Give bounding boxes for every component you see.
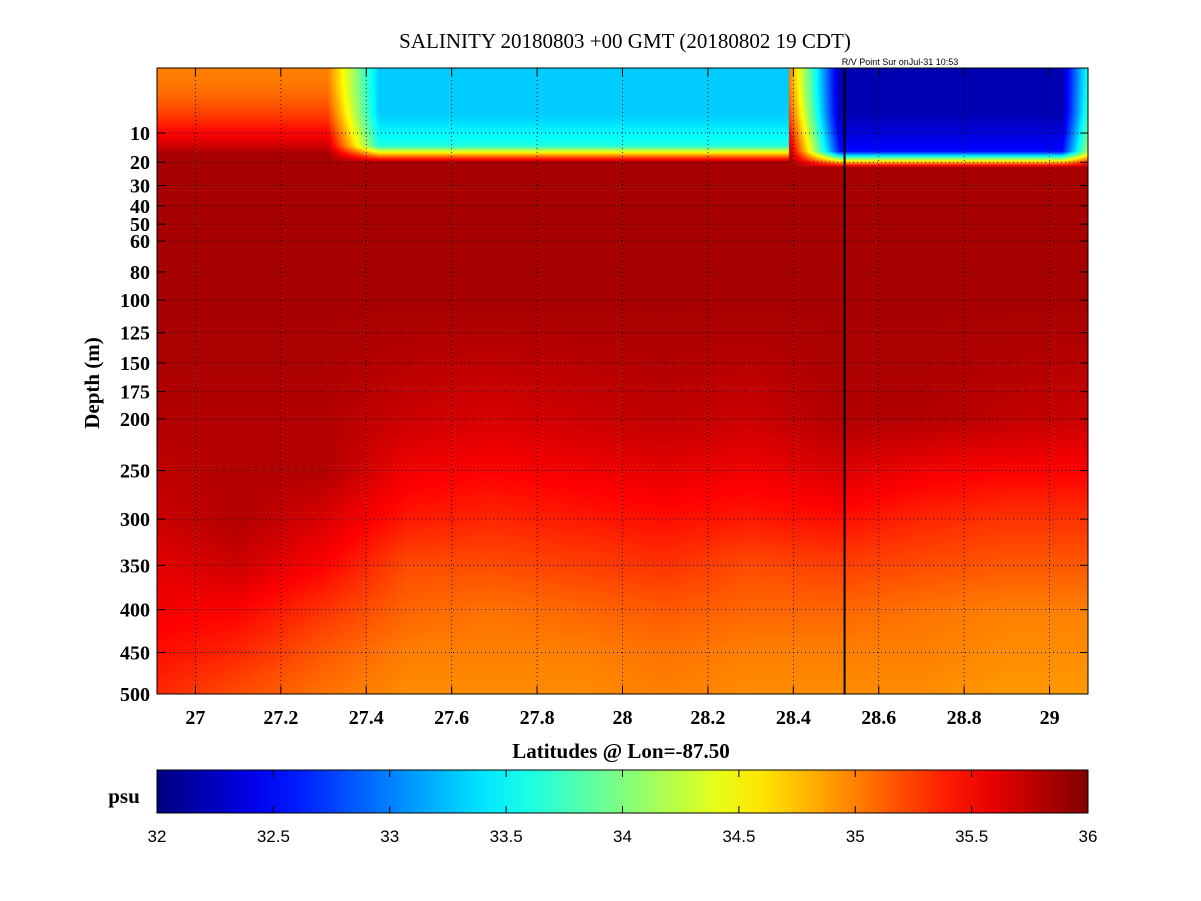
- colorbar-label: psu: [108, 784, 140, 808]
- colorbar-tick-label: 34: [613, 827, 632, 846]
- y-tick-label: 30: [130, 176, 150, 198]
- x-axis-ticks: 27 27.2 27.4 27.6 27.8 28 28.2 28.4 28.6 28.8 29: [185, 68, 1060, 729]
- colorbar-tick-label: 32.5: [257, 827, 290, 846]
- x-tick-label: 27.4: [349, 707, 384, 729]
- x-tick-label: 28.2: [690, 707, 725, 729]
- x-tick-label: 28: [613, 707, 633, 729]
- x-tick-label: 29: [1040, 707, 1060, 729]
- colorbar-tick-label: 32: [148, 827, 167, 846]
- y-tick-label: 400: [120, 600, 150, 622]
- y-tick-label: 10: [130, 123, 150, 145]
- y-tick-label: 60: [130, 231, 150, 253]
- y-tick-label: 200: [120, 409, 150, 431]
- colorbar-ticks: 32 32.5 33 33.5 34 34.5 35 35.5 36: [148, 770, 1098, 846]
- y-tick-label: 40: [130, 196, 150, 218]
- colorbar-tick-label: 33.5: [490, 827, 523, 846]
- y-tick-label: 150: [120, 353, 150, 375]
- y-tick-label: 300: [120, 509, 150, 531]
- x-tick-label: 27: [185, 707, 205, 729]
- y-tick-label: 175: [120, 382, 150, 404]
- y-tick-label: 125: [120, 323, 150, 345]
- y-tick-label: 350: [120, 555, 150, 577]
- x-tick-label: 28.4: [776, 707, 811, 729]
- x-tick-label: 27.6: [434, 707, 469, 729]
- colorbar-tick-label: 33: [380, 827, 399, 846]
- x-tick-label: 28.8: [947, 707, 982, 729]
- y-tick-label: 80: [130, 262, 150, 284]
- colorbar-tick-label: 34.5: [722, 827, 755, 846]
- grid-lines: [157, 68, 1088, 695]
- colorbar-tick-label: 35: [846, 827, 865, 846]
- x-tick-label: 27.8: [520, 707, 555, 729]
- x-tick-label: 28.6: [861, 707, 896, 729]
- y-tick-label: 500: [120, 684, 150, 706]
- x-tick-label: 27.2: [263, 707, 298, 729]
- y-axis-label: Depth (m): [80, 337, 104, 429]
- colorbar-tick-label: 36: [1079, 827, 1098, 846]
- chart-title: SALINITY 20180803 +00 GMT (20180802 19 C…: [399, 29, 851, 53]
- y-tick-label: 50: [130, 214, 150, 236]
- y-tick-label: 450: [120, 642, 150, 664]
- colorbar-tick-label: 35.5: [955, 827, 988, 846]
- x-axis-label: Latitudes @ Lon=-87.50: [512, 739, 730, 763]
- y-tick-label: 250: [120, 461, 150, 483]
- vessel-annotation: R/V Point Sur onJul-31 10:53: [842, 57, 959, 67]
- y-tick-label: 20: [130, 152, 150, 174]
- y-tick-label: 100: [120, 290, 150, 312]
